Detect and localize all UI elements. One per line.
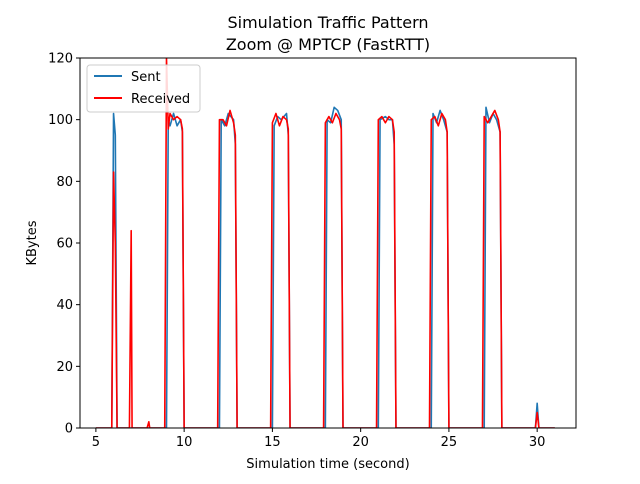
y-tick-label: 100 [48, 113, 73, 128]
legend: Sent Received [86, 64, 201, 113]
chart-subtitle: Zoom @ MPTCP (FastRTT) [226, 35, 430, 54]
x-tick-label: 25 [441, 435, 458, 450]
x-tick-label: 10 [176, 435, 193, 450]
y-tick-label: 60 [56, 237, 73, 252]
y-tick-label: 40 [56, 298, 73, 313]
x-tick-label: 30 [529, 435, 546, 450]
y-tick-label: 0 [65, 422, 73, 437]
y-tick-label: 120 [48, 52, 73, 67]
series-line-sent [95, 106, 555, 428]
y-tick-label: 80 [56, 175, 73, 190]
chart-title: Simulation Traffic Pattern [227, 13, 428, 32]
series-line-received [95, 58, 555, 428]
x-tick-label: 20 [352, 435, 369, 450]
y-axis-label: KBytes [25, 220, 40, 265]
legend-label-received: Received [131, 92, 190, 107]
x-tick-label: 15 [264, 435, 281, 450]
x-axis-label: Simulation time (second) [246, 457, 409, 472]
legend-label-sent: Sent [131, 70, 161, 85]
y-tick-label: 20 [56, 360, 73, 375]
x-tick-label: 5 [92, 435, 100, 450]
